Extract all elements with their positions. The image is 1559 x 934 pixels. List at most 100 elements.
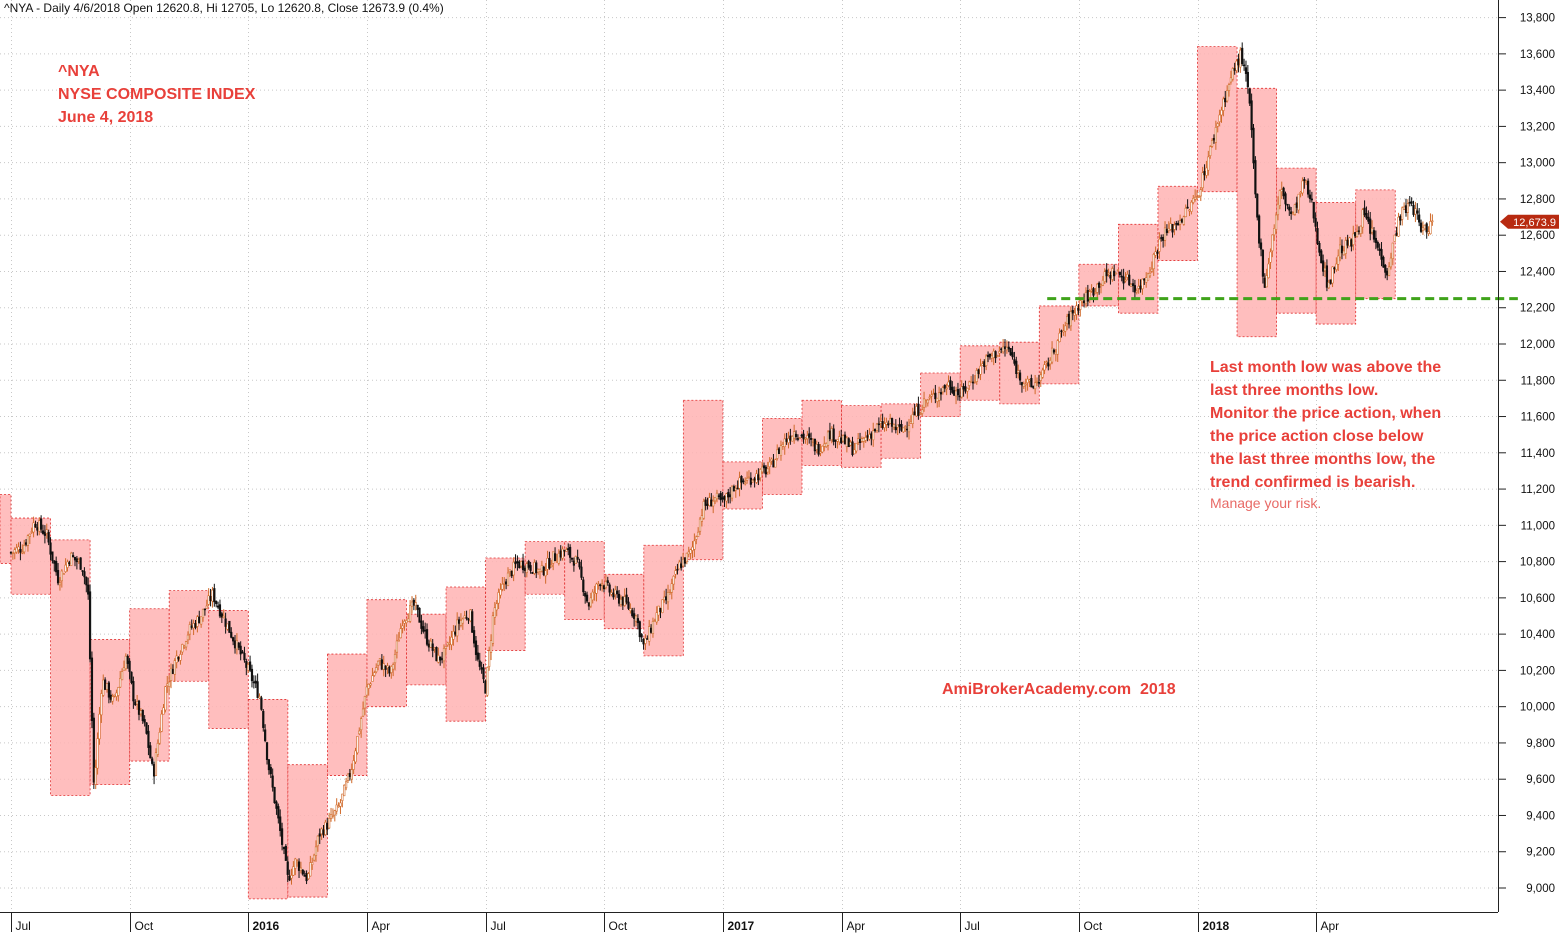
- candle: [1116, 269, 1120, 272]
- candle-body: [1408, 201, 1411, 204]
- candle-body: [842, 435, 845, 442]
- candle: [70, 551, 73, 566]
- candle-body: [838, 436, 841, 443]
- candle-body: [11, 552, 14, 554]
- candle-body: [484, 680, 487, 694]
- candle-body: [424, 629, 427, 632]
- candle-body: [243, 652, 246, 661]
- candle: [296, 859, 299, 867]
- candle: [1096, 282, 1099, 300]
- candle-body: [785, 438, 788, 442]
- candle-body: [81, 570, 84, 572]
- candle: [410, 596, 414, 614]
- candle-body: [102, 679, 105, 696]
- candle-body: [1067, 313, 1071, 325]
- candle-body: [1209, 146, 1212, 157]
- candle-body: [139, 710, 142, 715]
- candle-body: [501, 583, 504, 590]
- candle: [700, 508, 704, 527]
- candle: [397, 632, 400, 642]
- candle-body: [24, 542, 28, 545]
- candle: [1107, 268, 1110, 277]
- candle-body: [448, 643, 451, 645]
- candle: [1050, 341, 1054, 365]
- candle-body: [1145, 277, 1148, 283]
- candle-body: [601, 583, 604, 586]
- candle-body: [1365, 212, 1368, 219]
- candle: [203, 608, 207, 616]
- candle: [1214, 120, 1217, 150]
- candle: [1114, 272, 1118, 275]
- candle-body: [836, 439, 839, 442]
- candle-body: [286, 861, 289, 875]
- candle-body: [73, 556, 77, 561]
- candle-body: [570, 558, 574, 560]
- candle-body: [761, 466, 764, 473]
- candle: [324, 819, 327, 836]
- candle-body: [531, 571, 534, 574]
- candle: [465, 610, 468, 621]
- candle-body: [373, 672, 376, 676]
- candle-body: [1018, 372, 1022, 381]
- candle-body: [1188, 209, 1191, 212]
- candle-body: [367, 683, 370, 689]
- candle-body: [983, 361, 986, 367]
- candle-body: [638, 621, 641, 638]
- candle: [712, 495, 715, 514]
- candle-body: [725, 493, 728, 502]
- candle-body: [747, 476, 751, 479]
- candle-body: [365, 686, 368, 696]
- monthly-range-box: [801, 399, 842, 466]
- candle: [569, 544, 572, 564]
- candle: [1041, 367, 1044, 379]
- candle-body: [409, 605, 412, 622]
- candle-body: [1107, 272, 1110, 275]
- candle: [184, 640, 188, 651]
- candle: [1335, 257, 1338, 272]
- candle-body: [988, 353, 992, 358]
- candle-body: [62, 573, 65, 575]
- price-tick-label: 12,000: [1520, 339, 1555, 351]
- candle: [145, 722, 148, 735]
- candle-body: [973, 380, 976, 383]
- candle: [531, 571, 534, 574]
- candle-body: [998, 351, 1001, 354]
- candle-body: [608, 584, 611, 593]
- candle-body: [815, 444, 818, 450]
- candle-body: [977, 369, 980, 374]
- candle: [442, 644, 446, 669]
- candle: [456, 612, 459, 643]
- candle-body: [173, 660, 176, 675]
- candle: [476, 644, 479, 662]
- candle-body: [1369, 218, 1372, 234]
- monthly-range-box: [682, 399, 724, 561]
- candle-body: [1180, 219, 1184, 223]
- candle-body: [1382, 256, 1385, 268]
- candle-body: [1386, 270, 1389, 276]
- candle-body: [759, 469, 762, 479]
- candle: [256, 673, 259, 699]
- candle-body: [629, 608, 632, 612]
- candle: [1418, 208, 1421, 227]
- candle-body: [361, 708, 365, 717]
- candle: [279, 809, 282, 837]
- candle-body: [346, 773, 350, 781]
- candle-body: [226, 623, 229, 630]
- candle-body: [320, 828, 323, 835]
- candle-body: [745, 477, 749, 481]
- candle-body: [777, 448, 781, 454]
- candle-body: [1126, 273, 1129, 278]
- candle-body: [922, 398, 926, 408]
- candle: [1024, 378, 1027, 392]
- candle-body: [1320, 250, 1323, 264]
- candle-body: [644, 637, 647, 644]
- candle: [1071, 305, 1074, 321]
- candle: [482, 663, 485, 684]
- candle: [1037, 374, 1040, 388]
- candle: [941, 385, 944, 395]
- candle-body: [1069, 311, 1072, 327]
- candle-body: [506, 572, 510, 587]
- candle: [1412, 200, 1415, 217]
- price-tick-label: 9,400: [1526, 810, 1555, 822]
- candle: [96, 732, 99, 775]
